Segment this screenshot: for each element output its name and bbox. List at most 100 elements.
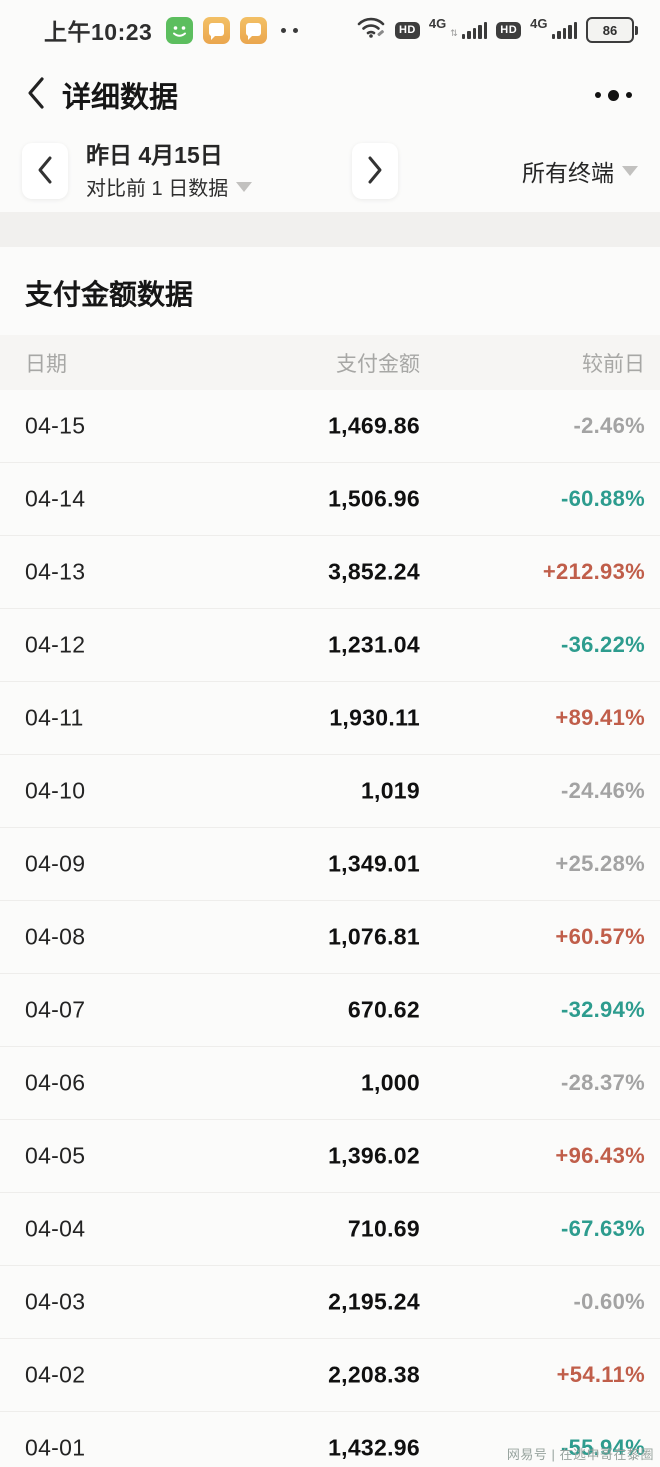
cell-date: 04-13 [25,558,86,585]
cell-amount: 670.62 [347,996,420,1023]
column-header-amount: 支付金额 [336,352,420,376]
column-header-date: 日期 [25,352,67,376]
battery-indicator: 86 [586,17,638,43]
cell-date: 04-08 [25,923,86,950]
cell-change: -67.63% [560,1216,645,1241]
cell-amount: 1,000 [360,1069,420,1096]
cell-change: -55.94% [560,1435,645,1460]
cell-date: 04-05 [25,1142,86,1169]
cell-change: -32.94% [560,997,645,1022]
cell-amount: 2,208.38 [328,1361,420,1388]
cell-amount: 710.69 [347,1215,420,1242]
selected-date-label: 昨日 4月15日 [86,141,223,168]
status-bar-right: HD 4G ⇅ HD 4G 86 [356,16,638,45]
table-row: 04-11 1,930.11 +89.41% [0,682,660,755]
compare-selector[interactable]: 对比前 1 日数据 [86,172,296,201]
cell-date: 04-02 [25,1361,86,1388]
table-body: 04-15 1,469.86 -2.46% 04-14 1,506.96 -60.88% 0… [0,390,660,1467]
cell-amount: 2,195.24 [328,1288,420,1315]
watermark: 网易号 | 在逃申哥在黎圈 [506,1447,654,1462]
cell-date: 04-04 [25,1215,86,1242]
sim2-signal-icon: 4G [530,17,577,39]
table-row: 04-06 1,000 -28.37% [0,1047,660,1120]
cell-amount: 1,019 [360,777,420,804]
cell-date: 04-10 [25,777,86,804]
cell-change: +212.93% [542,559,645,584]
section-divider [0,212,660,247]
cell-amount: 1,469.86 [328,412,420,439]
chat-notification-icon [240,16,268,44]
cell-change: +96.43% [555,1143,645,1168]
chevron-left-icon [36,155,54,188]
cell-change: -60.88% [560,486,645,511]
chat-notification-icon [203,16,231,44]
chevron-down-icon [236,181,253,192]
status-bar-left: 上午10:23 [44,13,299,47]
table-row: 04-10 1,019 -24.46% [0,755,660,828]
table-row: 04-08 1,076.81 +60.57% [0,901,660,974]
back-button[interactable] [26,76,46,115]
cell-change: -2.46% [573,413,645,438]
cell-date: 04-11 [25,704,84,731]
battery-level: 86 [586,17,634,43]
table-row: 04-02 2,208.38 +54.11% [0,1339,660,1412]
wifi-icon [356,16,386,45]
nav-bar: 详细数据 [0,60,660,130]
wechat-notification-icon [166,16,194,44]
cell-amount: 1,231.04 [328,631,420,658]
table-row: 04-12 1,231.04 -36.22% [0,609,660,682]
table-header: 日期 支付金额 较前日 [0,335,660,390]
date-info: 昨日 4月15日 对比前 1 日数据 [86,141,296,202]
cell-date: 04-01 [25,1434,86,1461]
terminal-filter-label: 所有终端 [522,160,614,186]
cell-change: +60.57% [555,924,645,949]
table-row: 04-01 1,432.96 -55.94% [0,1412,660,1467]
next-day-button[interactable] [352,143,398,199]
compare-label: 对比前 1 日数据 [86,178,229,201]
date-navigation: 昨日 4月15日 对比前 1 日数据 所有终端 [0,130,660,212]
clock: 上午10:23 [44,19,153,45]
table-row: 04-15 1,469.86 -2.46% [0,390,660,463]
cell-amount: 1,076.81 [328,923,420,950]
section-title: 支付金额数据 [25,279,194,310]
cell-amount: 3,852.24 [328,558,420,585]
cell-amount: 1,396.02 [328,1142,420,1169]
cell-change: +54.11% [556,1362,645,1387]
status-bar: 上午10:23 HD [0,0,660,60]
back-chevron-icon [26,76,46,115]
cell-date: 04-06 [25,1069,86,1096]
cell-amount: 1,349.01 [328,850,420,877]
table-row: 04-07 670.62 -32.94% [0,974,660,1047]
column-header-change: 较前日 [582,352,645,376]
table-row: 04-13 3,852.24 +212.93% [0,536,660,609]
cell-change: -24.46% [560,778,645,803]
cell-amount: 1,432.96 [328,1434,420,1461]
hd-voice-badge: HD [496,21,522,39]
cell-change: -36.22% [560,632,645,657]
cell-change: +25.28% [555,851,645,876]
cell-change: -28.37% [560,1070,645,1095]
table-row: 04-05 1,396.02 +96.43% [0,1120,660,1193]
cell-amount: 1,506.96 [328,485,420,512]
previous-day-button[interactable] [22,143,68,199]
cell-date: 04-12 [25,631,86,658]
cell-change: +89.41% [555,705,645,730]
cell-date: 04-15 [25,412,86,439]
chevron-right-icon [366,155,384,188]
hd-voice-badge: HD [394,21,420,39]
table-row: 04-09 1,349.01 +25.28% [0,828,660,901]
cell-date: 04-03 [25,1288,86,1315]
more-notifications-icon [281,27,299,33]
cell-date: 04-14 [25,485,86,512]
table-row: 04-04 710.69 -67.63% [0,1193,660,1266]
cell-change: -0.60% [573,1289,645,1314]
page-title: 详细数据 [62,82,179,114]
terminal-filter-dropdown[interactable]: 所有终端 [522,154,638,188]
payment-data-table: 日期 支付金额 较前日 04-15 1,469.86 -2.46% 04-14 1,50… [0,335,660,1467]
sim1-signal-icon: 4G ⇅ [429,17,488,39]
cell-date: 04-07 [25,996,86,1023]
cell-date: 04-09 [25,850,86,877]
table-row: 04-14 1,506.96 -60.88% [0,463,660,536]
more-menu-button[interactable] [593,84,634,107]
